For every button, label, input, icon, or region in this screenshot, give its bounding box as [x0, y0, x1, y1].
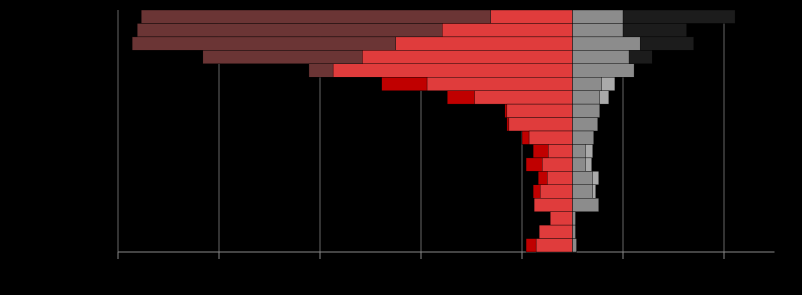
front-bar [506, 103, 573, 118]
front-bar [572, 184, 593, 199]
front-bar [542, 157, 573, 172]
front-bar [538, 224, 573, 239]
front-bar [572, 103, 600, 118]
front-bar [572, 144, 586, 159]
front-bar [548, 144, 573, 159]
front-bar [572, 117, 598, 132]
front-bar [572, 77, 602, 91]
front-bar [332, 63, 573, 78]
front-bar [572, 50, 630, 64]
front-bar [395, 36, 573, 51]
front-bar [533, 198, 573, 212]
front-bar [539, 184, 573, 199]
front-bar [528, 130, 573, 145]
front-bar [572, 238, 577, 253]
front-bar [572, 9, 624, 24]
front-bar [572, 63, 635, 78]
front-bar [572, 23, 624, 38]
front-bar [572, 211, 576, 226]
front-bar [572, 36, 641, 51]
front-bar [572, 130, 594, 145]
front-bar [572, 171, 593, 185]
front-bar [547, 171, 573, 185]
front-bar [572, 224, 576, 239]
front-bar [572, 198, 599, 212]
front-bar [474, 90, 573, 105]
front-bar [490, 9, 573, 24]
front-bar [426, 77, 573, 91]
front-bar [535, 238, 573, 253]
front-bar [572, 90, 600, 105]
front-bar [442, 23, 573, 38]
front-bar [362, 50, 573, 64]
front-bar [572, 157, 586, 172]
front-bar [508, 117, 573, 132]
front-bar [550, 211, 573, 226]
